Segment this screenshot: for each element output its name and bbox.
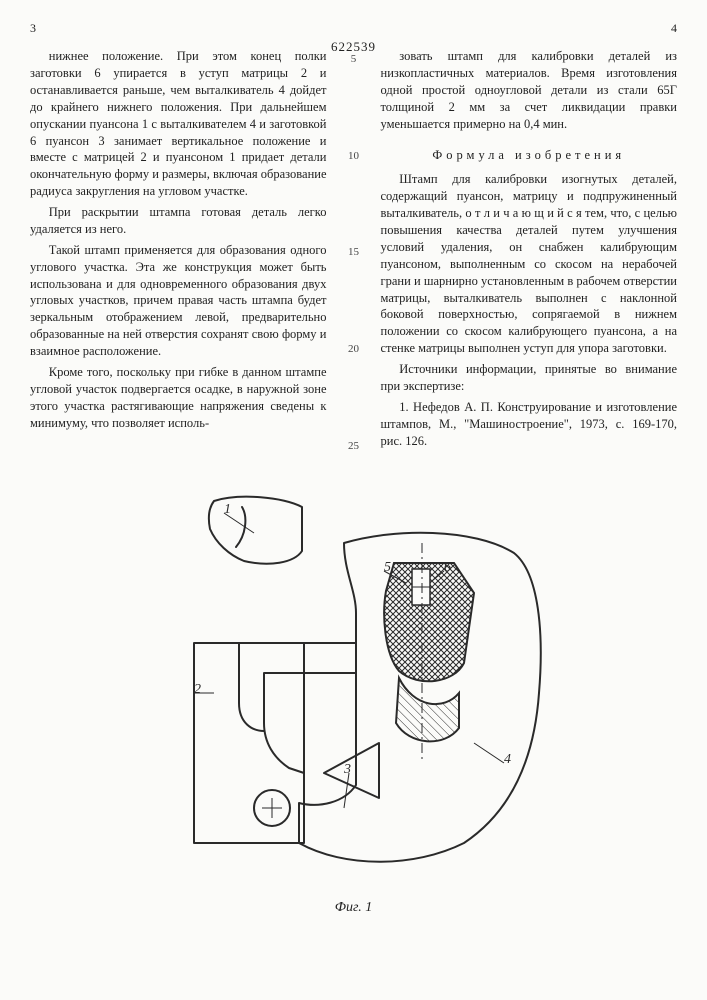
patent-number: 622539 (331, 38, 376, 56)
svg-text:4: 4 (504, 752, 511, 767)
svg-text:1: 1 (224, 502, 231, 517)
para: Кроме того, поскольку при гибке в данном… (30, 364, 327, 432)
formula-title: Формула изобретения (381, 147, 678, 164)
svg-text:3: 3 (343, 762, 351, 777)
line-number-gutter: 5 10 15 20 25 (347, 48, 361, 453)
line-marker: 25 (347, 439, 361, 454)
para: зовать штамп для калибровки деталей из н… (381, 48, 678, 132)
para: При раскрытии штампа готовая деталь легк… (30, 204, 327, 238)
line-marker: 20 (347, 342, 361, 357)
para: Такой штамп применяется для образования … (30, 242, 327, 360)
page-number-right: 4 (671, 20, 677, 36)
para: Штамп для калибровки изогнутых деталей, … (381, 171, 678, 357)
svg-text:5: 5 (384, 560, 391, 575)
left-column: нижнее положение. При этом конец полки з… (30, 48, 327, 453)
page-number-left: 3 (30, 20, 36, 36)
figure-drawing: 1 2 3 4 5 6 (144, 473, 564, 893)
svg-text:2: 2 (194, 682, 201, 697)
figure-caption: Фиг. 1 (30, 899, 677, 918)
svg-text:6: 6 (444, 560, 451, 575)
line-marker: 10 (347, 149, 361, 164)
right-column: зовать штамп для калибровки деталей из н… (381, 48, 678, 453)
source-item: 1. Нефедов А. П. Конструирование и изгот… (381, 399, 678, 450)
page-header: 3 622539 4 (30, 20, 677, 36)
para: нижнее положение. При этом конец полки з… (30, 48, 327, 200)
figure-1: 1 2 3 4 5 6 Фиг. 1 (30, 473, 677, 918)
sources-title: Источники информации, принятые во вниман… (381, 361, 678, 395)
line-marker: 15 (347, 245, 361, 260)
